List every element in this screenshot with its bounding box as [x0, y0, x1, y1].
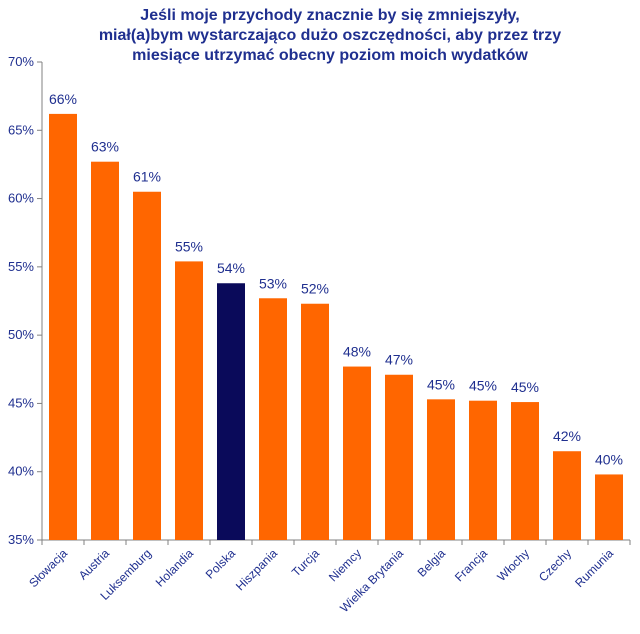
- category-label: Austria: [76, 546, 113, 583]
- y-tick-label: 35%: [8, 532, 34, 547]
- bar-1: [49, 113, 77, 540]
- y-tick-label: 45%: [8, 395, 34, 410]
- category-label: Francja: [452, 546, 490, 584]
- data-label: 63%: [91, 139, 119, 155]
- y-tick-label: 50%: [8, 327, 34, 342]
- y-tick-label: 70%: [8, 54, 34, 69]
- bar-11: [469, 400, 497, 540]
- data-label: 61%: [133, 169, 161, 185]
- chart-title-line-2: miał(a)bym wystarczająco dużo oszczędnoś…: [98, 27, 562, 44]
- bar-10: [427, 399, 455, 540]
- bar-7: [301, 303, 329, 540]
- category-label: Rumunia: [572, 546, 616, 590]
- data-label: 53%: [259, 275, 287, 291]
- category-label: Polska: [203, 546, 239, 582]
- bar-2: [91, 161, 119, 540]
- data-label: 48%: [343, 344, 371, 360]
- data-label: 45%: [511, 379, 539, 395]
- category-label: Słowacja: [26, 546, 70, 590]
- chart-title: Jeśli moje przychody znacznie by się zmn…: [40, 6, 620, 66]
- bar-3: [133, 191, 161, 540]
- category-label: Czechy: [536, 546, 574, 584]
- bar-9: [385, 374, 413, 540]
- y-tick-label: 60%: [8, 191, 34, 206]
- y-tick-label: 55%: [8, 259, 34, 274]
- bar-13: [553, 451, 581, 540]
- category-label: Włochy: [494, 546, 532, 584]
- bar-12: [511, 402, 539, 540]
- data-label: 52%: [301, 281, 329, 297]
- bar-6: [259, 298, 287, 540]
- data-label: 40%: [595, 451, 623, 467]
- category-label: Holandia: [153, 546, 197, 590]
- data-label: 42%: [553, 428, 581, 444]
- category-label: Turcja: [289, 546, 322, 579]
- category-label: Niemcy: [326, 546, 364, 584]
- y-tick-label: 40%: [8, 464, 34, 479]
- data-label: 66%: [49, 91, 77, 107]
- chart-title-line-3: miesiące utrzymać obecny poziom moich wy…: [132, 47, 528, 64]
- category-label: Hiszpania: [233, 546, 280, 593]
- bar-8: [343, 366, 371, 540]
- data-label: 47%: [385, 352, 413, 368]
- bar-4: [175, 261, 203, 540]
- data-label: 45%: [427, 376, 455, 392]
- bar-5: [217, 283, 245, 540]
- bar-14: [595, 474, 623, 540]
- category-label: Belgia: [415, 546, 449, 580]
- data-label: 45%: [469, 378, 497, 394]
- data-label: 55%: [175, 238, 203, 254]
- chart-title-line-1: Jeśli moje przychody znacznie by się zmn…: [140, 7, 520, 24]
- data-label: 54%: [217, 260, 245, 276]
- y-tick-label: 65%: [8, 122, 34, 137]
